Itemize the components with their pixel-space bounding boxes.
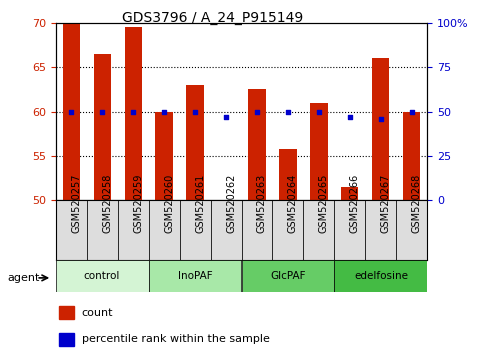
Bar xyxy=(341,187,358,200)
Point xyxy=(129,109,137,114)
Bar xyxy=(59,307,74,319)
Text: GSM520265: GSM520265 xyxy=(319,173,329,233)
Text: control: control xyxy=(84,271,120,281)
Text: GSM520257: GSM520257 xyxy=(71,173,81,233)
Text: GDS3796 / A_24_P915149: GDS3796 / A_24_P915149 xyxy=(122,11,303,25)
Bar xyxy=(94,54,111,200)
Bar xyxy=(242,260,334,292)
Bar xyxy=(186,85,203,200)
Bar xyxy=(56,260,149,292)
Point xyxy=(284,109,292,114)
Bar xyxy=(397,200,427,260)
Bar xyxy=(303,200,334,260)
Bar xyxy=(372,58,389,200)
Point xyxy=(253,109,261,114)
Text: percentile rank within the sample: percentile rank within the sample xyxy=(82,334,270,344)
Bar xyxy=(280,149,297,200)
Text: GSM520267: GSM520267 xyxy=(381,173,391,233)
Bar xyxy=(125,28,142,200)
Point xyxy=(408,109,416,114)
Text: GSM520261: GSM520261 xyxy=(195,173,205,233)
Bar xyxy=(149,260,242,292)
Bar xyxy=(149,200,180,260)
Text: edelfosine: edelfosine xyxy=(354,271,408,281)
Bar xyxy=(56,200,86,260)
Text: InoPAF: InoPAF xyxy=(178,271,213,281)
Bar xyxy=(334,200,366,260)
Text: agent: agent xyxy=(7,273,40,283)
Point xyxy=(67,109,75,114)
Point xyxy=(377,116,385,121)
Text: GSM520268: GSM520268 xyxy=(412,173,422,233)
Bar xyxy=(59,333,74,346)
Text: GSM520266: GSM520266 xyxy=(350,173,360,233)
Text: GSM520263: GSM520263 xyxy=(257,173,267,233)
Bar xyxy=(242,200,272,260)
Text: count: count xyxy=(82,308,113,318)
Bar xyxy=(62,23,80,200)
Text: GSM520260: GSM520260 xyxy=(164,173,174,233)
Point xyxy=(222,114,230,120)
Text: GSM520259: GSM520259 xyxy=(133,173,143,233)
Bar xyxy=(334,260,427,292)
Bar xyxy=(156,112,172,200)
Bar xyxy=(248,89,266,200)
Bar xyxy=(403,112,421,200)
Bar xyxy=(117,200,149,260)
Bar xyxy=(366,200,397,260)
Bar xyxy=(311,103,327,200)
Bar xyxy=(211,200,242,260)
Point xyxy=(160,109,168,114)
Bar xyxy=(272,200,303,260)
Text: GSM520264: GSM520264 xyxy=(288,173,298,233)
Point xyxy=(346,114,354,120)
Bar xyxy=(180,200,211,260)
Point xyxy=(191,109,199,114)
Bar xyxy=(86,200,117,260)
Point xyxy=(98,109,106,114)
Text: GlcPAF: GlcPAF xyxy=(270,271,306,281)
Text: GSM520258: GSM520258 xyxy=(102,173,112,233)
Text: GSM520262: GSM520262 xyxy=(226,173,236,233)
Point xyxy=(315,109,323,114)
